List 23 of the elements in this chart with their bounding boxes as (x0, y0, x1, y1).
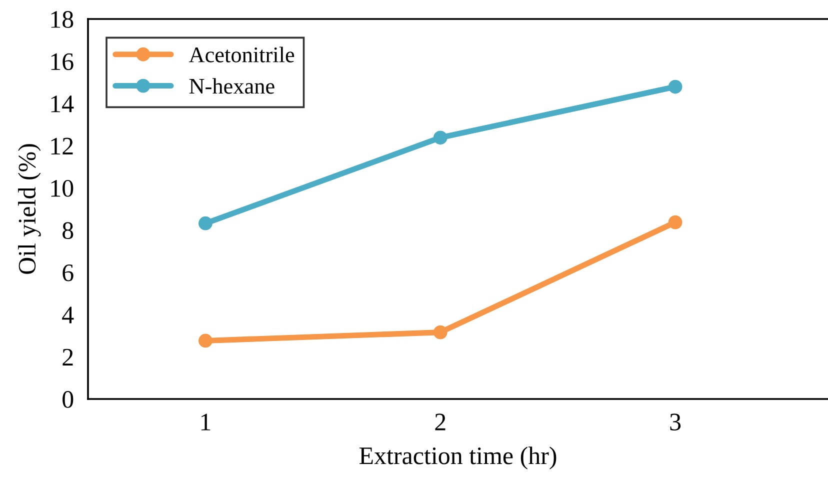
y-tick-label: 14 (51, 96, 74, 112)
y-tick-label: 0 (62, 391, 74, 408)
y-tick-label: 8 (62, 222, 74, 240)
x-axis-title: Extraction time (hr) (359, 446, 556, 470)
y-tick-label: 2 (62, 348, 73, 366)
point (198, 216, 212, 230)
legend-label: Acetonitrile (188, 46, 294, 62)
y-tick-label: 4 (62, 306, 74, 324)
x-tick-label: 3 (670, 414, 681, 430)
y-tick-label: 12 (51, 138, 73, 154)
point (668, 215, 682, 230)
y-axis-title: Oil yield (%) (18, 144, 41, 274)
point (433, 130, 448, 145)
x-tick-label: 2 (435, 414, 446, 430)
y-tick-label: 18 (51, 11, 74, 28)
legend-label: N-hexane (189, 78, 274, 94)
y-tick-label: 16 (51, 53, 74, 70)
y-tick-label: 10 (51, 180, 74, 197)
point (668, 80, 682, 94)
y-tick-label: 6 (62, 264, 74, 282)
point (433, 325, 448, 340)
point (198, 334, 212, 348)
x-tick-label: 1 (201, 414, 210, 430)
